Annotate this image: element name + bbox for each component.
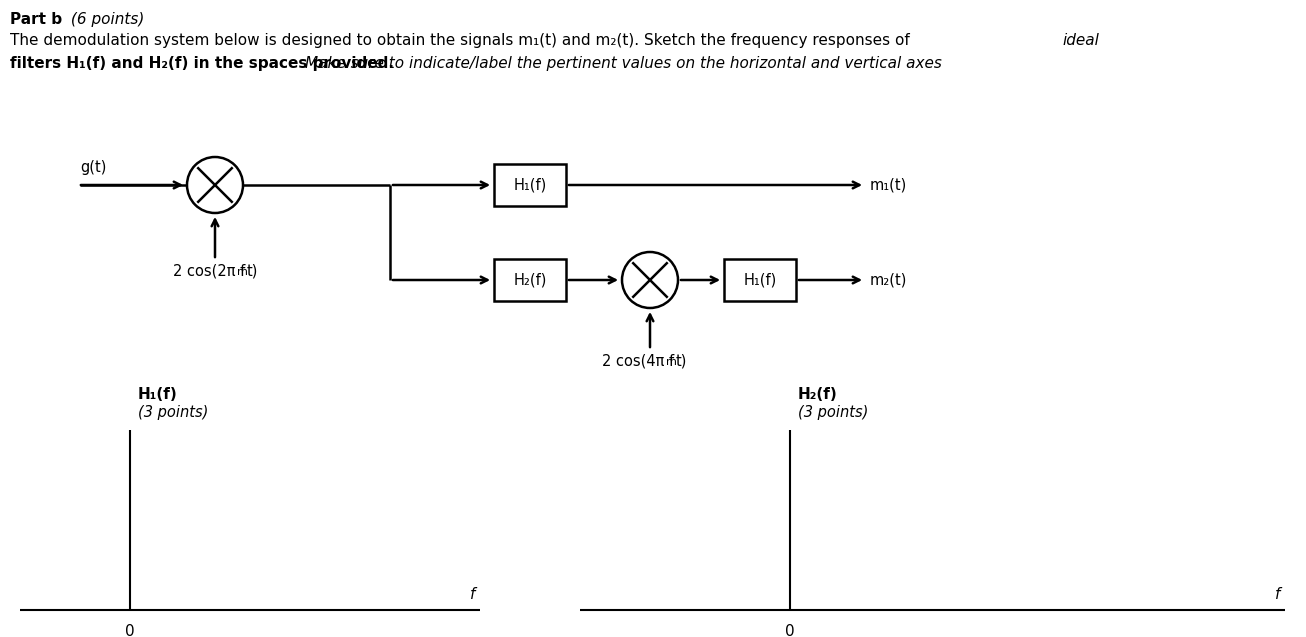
Text: t): t): [247, 263, 259, 278]
Text: (3 points): (3 points): [138, 405, 209, 420]
Text: m₁(t): m₁(t): [870, 178, 908, 192]
Text: H₂(f): H₂(f): [798, 387, 837, 402]
Text: The demodulation system below is designed to obtain the signals m₁(t) and m₂(t).: The demodulation system below is designe…: [10, 33, 914, 48]
Text: f: f: [1275, 587, 1280, 602]
Text: (3 points): (3 points): [798, 405, 868, 420]
Text: (6 points): (6 points): [67, 12, 145, 27]
Text: H₂(f): H₂(f): [513, 273, 547, 287]
Text: m: m: [236, 267, 248, 277]
Text: Make sure to indicate/label the pertinent values on the horizontal and vertical : Make sure to indicate/label the pertinen…: [306, 56, 942, 71]
Text: H₁(f): H₁(f): [513, 178, 547, 192]
Text: m₂(t): m₂(t): [870, 273, 908, 287]
Text: m: m: [666, 357, 677, 367]
FancyBboxPatch shape: [724, 259, 795, 301]
Text: 0: 0: [125, 624, 135, 637]
Text: 2 cos(2π f: 2 cos(2π f: [172, 263, 246, 278]
Text: H₁(f): H₁(f): [138, 387, 178, 402]
Text: g(t): g(t): [80, 160, 106, 175]
Text: f: f: [470, 587, 475, 602]
Text: Part b: Part b: [10, 12, 63, 27]
Text: ideal: ideal: [1062, 33, 1098, 48]
Text: t): t): [677, 353, 687, 368]
FancyBboxPatch shape: [494, 259, 565, 301]
Text: filters H₁(f) and H₂(f) in the spaces provided.: filters H₁(f) and H₂(f) in the spaces pr…: [10, 56, 400, 71]
Text: H₁(f): H₁(f): [743, 273, 777, 287]
Text: 2 cos(4π f: 2 cos(4π f: [602, 353, 674, 368]
FancyBboxPatch shape: [494, 164, 565, 206]
Text: 0: 0: [785, 624, 795, 637]
